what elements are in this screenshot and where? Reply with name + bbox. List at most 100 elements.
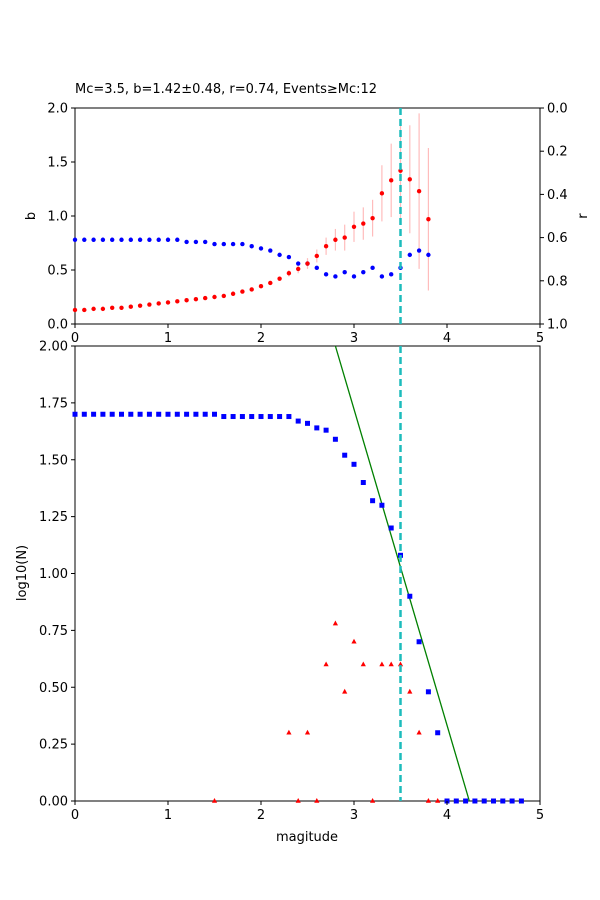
b-point xyxy=(286,271,292,276)
top-y-axis-label: b xyxy=(24,212,39,220)
b-point xyxy=(370,215,375,221)
b-series xyxy=(72,168,431,313)
cumulative-point xyxy=(156,411,162,417)
b-point xyxy=(426,217,431,222)
r-point xyxy=(286,254,292,260)
top-x-tick-label: 3 xyxy=(350,331,358,346)
top-x-ticks: 0 1 2 3 4 5 xyxy=(71,324,544,346)
r-point xyxy=(203,239,208,245)
b-point xyxy=(240,289,245,294)
cumulative-point xyxy=(174,411,180,417)
cumulative-point xyxy=(230,414,236,420)
bottom-x-tick-label: 4 xyxy=(443,808,451,823)
r-series xyxy=(72,237,431,279)
b-point xyxy=(119,305,124,310)
cumulative-series xyxy=(72,411,524,804)
r-point xyxy=(82,237,87,242)
noncumulative-point xyxy=(379,661,385,667)
b-point xyxy=(128,304,133,309)
noncumulative-point xyxy=(416,729,422,735)
noncumulative-point xyxy=(295,798,301,803)
cumulative-point xyxy=(81,411,87,417)
r-point xyxy=(370,265,375,271)
cumulative-point xyxy=(91,411,97,417)
b-point xyxy=(296,266,301,272)
cumulative-point xyxy=(193,411,199,417)
b-error-bars xyxy=(279,113,429,291)
cumulative-point xyxy=(453,798,459,804)
b-point xyxy=(314,253,319,259)
r-point xyxy=(100,237,106,242)
bottom-y-tick-label: 1.00 xyxy=(39,567,68,582)
bottom-y-tick-label: 2.00 xyxy=(39,340,68,355)
top-y-tick-label: 0.5 xyxy=(47,264,68,279)
b-point xyxy=(203,295,208,301)
cumulative-point xyxy=(277,414,283,420)
b-point xyxy=(416,188,422,194)
noncumulative-point xyxy=(211,798,218,803)
bottom-x-tick-label: 1 xyxy=(164,808,172,823)
r-point xyxy=(389,272,394,277)
top-y-tick-label: 1.0 xyxy=(47,210,68,225)
bottom-x-tick-label: 3 xyxy=(350,808,358,823)
noncumulative-point xyxy=(332,620,338,626)
bottom-y-tick-label: 0.50 xyxy=(39,681,68,696)
b-point xyxy=(268,280,273,286)
top-x-tick-label: 1 xyxy=(164,331,172,346)
r-point xyxy=(147,237,152,242)
fit-line-segment xyxy=(334,345,470,802)
cumulative-point xyxy=(314,425,320,431)
r-point xyxy=(314,265,319,271)
noncumulative-point xyxy=(351,638,357,644)
bottom-y-tick-label: 1.75 xyxy=(39,396,68,411)
top-right-y-tick-label: 0.8 xyxy=(547,274,568,289)
cumulative-point xyxy=(509,798,515,804)
r-point xyxy=(212,241,217,247)
cumulative-point xyxy=(379,502,385,508)
r-point xyxy=(165,237,171,242)
b-value-panel: Mc=3.5, b=1.42±0.48, r=0.74, Events≥Mc:1… xyxy=(24,82,591,346)
top-y-tick-label: 0.0 xyxy=(47,318,68,333)
r-point xyxy=(416,248,422,253)
cumulative-point xyxy=(481,798,487,804)
cumulative-point xyxy=(388,525,394,531)
r-point xyxy=(351,274,357,279)
b-point xyxy=(91,306,96,312)
r-point xyxy=(258,246,264,251)
noncumulative-point xyxy=(360,661,366,667)
r-point xyxy=(379,274,385,279)
noncumulative-point xyxy=(286,729,292,735)
noncumulative-point xyxy=(425,798,431,803)
noncumulative-point xyxy=(397,661,404,667)
r-point xyxy=(156,237,161,242)
b-point xyxy=(221,293,226,299)
b-point xyxy=(110,305,115,310)
top-y-tick-label: 1.5 xyxy=(47,156,68,171)
bottom-y-tick-label: 0.00 xyxy=(39,795,68,810)
b-point xyxy=(277,276,282,281)
r-point xyxy=(119,237,124,242)
cumulative-point xyxy=(258,414,264,420)
r-point xyxy=(137,237,143,242)
cumulative-point xyxy=(119,411,124,417)
r-point xyxy=(323,272,329,277)
b-point xyxy=(137,303,143,308)
frequency-magnitude-panel: 0 1 2 3 4 5 0.00 0.25 0.50 0.75 1.00 1.25 1.50 1.75 2… xyxy=(15,340,544,846)
cumulative-point xyxy=(435,730,441,736)
r-point xyxy=(72,237,78,242)
r-point xyxy=(426,252,431,258)
r-point xyxy=(128,237,133,242)
bottom-x-tick-label: 0 xyxy=(71,808,79,823)
noncumulative-point xyxy=(370,798,376,803)
r-point xyxy=(361,269,366,275)
top-right-y-axis-label: r xyxy=(576,213,591,219)
b-point xyxy=(230,291,236,296)
cumulative-point xyxy=(212,411,217,417)
top-right-y-tick-label: 0.2 xyxy=(547,145,568,160)
cumulative-point xyxy=(146,411,152,417)
top-x-tick-label: 2 xyxy=(257,331,265,346)
b-point xyxy=(72,307,78,313)
cumulative-point xyxy=(463,798,469,804)
r-point xyxy=(342,269,347,275)
r-point xyxy=(277,252,282,258)
